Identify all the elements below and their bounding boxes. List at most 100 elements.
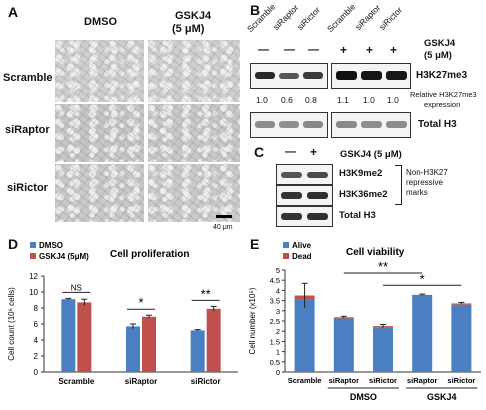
sign-b-6: + — [390, 43, 398, 57]
treatment-dose-b: (5 μM) — [424, 50, 452, 61]
sig-label-e-1: * — [420, 271, 425, 286]
panel-e-letter: E — [250, 236, 260, 252]
row-label-scramble: Scramble — [3, 72, 53, 84]
bar-d-0-0 — [61, 299, 76, 372]
bracket-non-h3k27 — [395, 165, 402, 205]
x-tick-label-e-2: siRictor — [369, 376, 397, 385]
sign-b-4: + — [340, 43, 348, 57]
chart-title-e: Cell viability — [346, 247, 405, 258]
blot-total-h3-c — [276, 206, 333, 227]
y-tick-label-d-4: 8 — [34, 304, 39, 313]
x-tick-label-e-4: siRictor — [447, 376, 475, 385]
sign-b-5: + — [366, 43, 374, 57]
bar-e-0-0 — [294, 299, 315, 372]
micrograph-siraptor-gskj4 — [148, 104, 240, 162]
bar-d-1-0 — [126, 326, 140, 372]
blot-h3k27me3-gskj4 — [331, 63, 411, 89]
panel-d-letter: D — [8, 236, 19, 252]
micrograph-scramble-gskj4 — [148, 40, 240, 102]
y-tick-label-e-0: 0 — [276, 368, 280, 377]
y-tick-label-e-7: 3.5 — [270, 297, 280, 306]
blot-h3k36me2 — [276, 185, 333, 206]
blot-h3k9me2 — [276, 164, 333, 185]
row-label-siraptor: siRaptor — [5, 124, 50, 136]
x-tick-label-e-0: Scramble — [288, 376, 322, 385]
bracket-note-line-3: marks — [406, 188, 428, 197]
chart-d-cell-proliferation: DMSO GSKJ4 (5μM) Cell proliferation 0 2 4 6 8 10… — [7, 241, 238, 386]
micrograph-siraptor-dmso — [55, 104, 144, 162]
col-label-gskj4-dose: (5 μM) — [172, 23, 205, 35]
sig-label-d-0: NS — [71, 283, 82, 292]
sign-b-3: — — [308, 44, 319, 56]
legend-label-d-0: DMSO — [39, 241, 63, 250]
y-tick-label-e-5: 2.5 — [270, 317, 280, 326]
y-tick-label-e-4: 2 — [276, 327, 280, 336]
micrograph-sirictor-dmso — [55, 164, 144, 222]
row-label-sirictor: siRictor — [7, 182, 48, 194]
col-label-dmso: DMSO — [84, 16, 117, 28]
legend-swatch-d-0 — [30, 242, 36, 248]
micrograph-sirictor-gskj4 — [148, 164, 240, 222]
legend-label-d-1: GSKJ4 (5μM) — [39, 252, 89, 261]
legend-swatch-e-1 — [283, 253, 289, 259]
blot-label-h3k36me2: H3K36me2 — [339, 189, 388, 200]
blot-total-h3-b-dmso — [250, 112, 328, 138]
y-tick-label-d-2: 4 — [34, 336, 39, 345]
legend-label-e-0: Alive — [292, 241, 312, 250]
y-tick-label-e-10: 5 — [276, 266, 280, 275]
y-tick-label-e-8: 4 — [276, 286, 280, 295]
relative-value-6: 1.0 — [387, 95, 399, 105]
x-tick-label-d-0: Scramble — [58, 377, 95, 386]
sign-c-plus: + — [310, 145, 318, 159]
treatment-label-b: GSKJ4 — [424, 38, 456, 49]
y-tick-label-e-1: 0.5 — [270, 358, 280, 367]
relative-value-3: 0.8 — [305, 95, 317, 105]
y-tick-label-e-9: 4.5 — [270, 276, 280, 285]
bar-d-2-1 — [206, 308, 221, 372]
bracket-note-line-2: repressive — [406, 178, 443, 187]
y-tick-label-e-2: 1 — [276, 348, 280, 357]
legend-swatch-e-0 — [283, 242, 289, 248]
relative-value-2: 0.6 — [281, 95, 293, 105]
legend-swatch-d-1 — [30, 253, 36, 259]
scale-bar-label: 40 μm — [213, 224, 233, 231]
treatment-label-c: GSKJ4 (5 μM) — [340, 149, 402, 160]
bar-e-1-0 — [333, 318, 354, 372]
group-label-dmso: DMSO — [350, 392, 377, 402]
relative-value-4: 1.1 — [337, 95, 349, 105]
x-tick-label-e-1: siRaptor — [329, 376, 360, 385]
bar-e-2-0 — [373, 327, 393, 372]
relative-value-1: 1.0 — [256, 95, 268, 105]
sig-label-e-0: ** — [378, 259, 388, 274]
blot-label-h3k9me2: H3K9me2 — [339, 168, 383, 179]
sig-label-d-2: ** — [201, 286, 211, 301]
col-label-gskj4: GSKJ4 — [175, 10, 212, 22]
x-tick-label-e-3: siRaptor — [407, 376, 438, 385]
bar-d-2-0 — [190, 330, 205, 372]
bracket-note-line-1: Non-H3K27 — [406, 168, 448, 177]
chart-e-cell-viability: Alive Dead Cell viability 00.51 1.522.533.5 4… — [248, 241, 481, 402]
micrograph-scramble-dmso — [55, 40, 144, 102]
sig-label-d-1: * — [138, 295, 143, 310]
sign-b-2: — — [284, 44, 295, 56]
bar-e-3-0 — [412, 295, 433, 372]
y-tick-label-d-0: 0 — [34, 368, 39, 377]
sign-c-minus: — — [285, 146, 296, 158]
y-tick-label-d-3: 6 — [34, 320, 39, 329]
scale-bar-line — [216, 215, 232, 218]
y-tick-label-d-5: 10 — [29, 288, 38, 297]
relative-expression-label-2: expression — [424, 100, 461, 109]
lane-label-b-4: Scramble — [324, 1, 358, 35]
y-axis-label-e: Cell number (x10⁵) — [248, 287, 257, 354]
panel-b-letter: B — [250, 2, 261, 18]
y-tick-label-e-3: 1.5 — [270, 337, 280, 346]
group-label-gskj4: GSKJ4 — [427, 392, 457, 402]
panel-a-letter: A — [8, 4, 19, 20]
bar-d-1-1 — [142, 316, 156, 372]
blot-label-total-h3-b: Total H3 — [418, 119, 457, 130]
lane-label-b-5: siRaptor — [352, 2, 383, 33]
x-tick-label-d-2: siRictor — [191, 377, 221, 386]
blot-h3k27me3-dmso — [250, 63, 328, 89]
y-tick-label-d-6: 12 — [29, 272, 38, 281]
y-axis-label-d: Cell count (10⁶ cells) — [7, 287, 16, 361]
